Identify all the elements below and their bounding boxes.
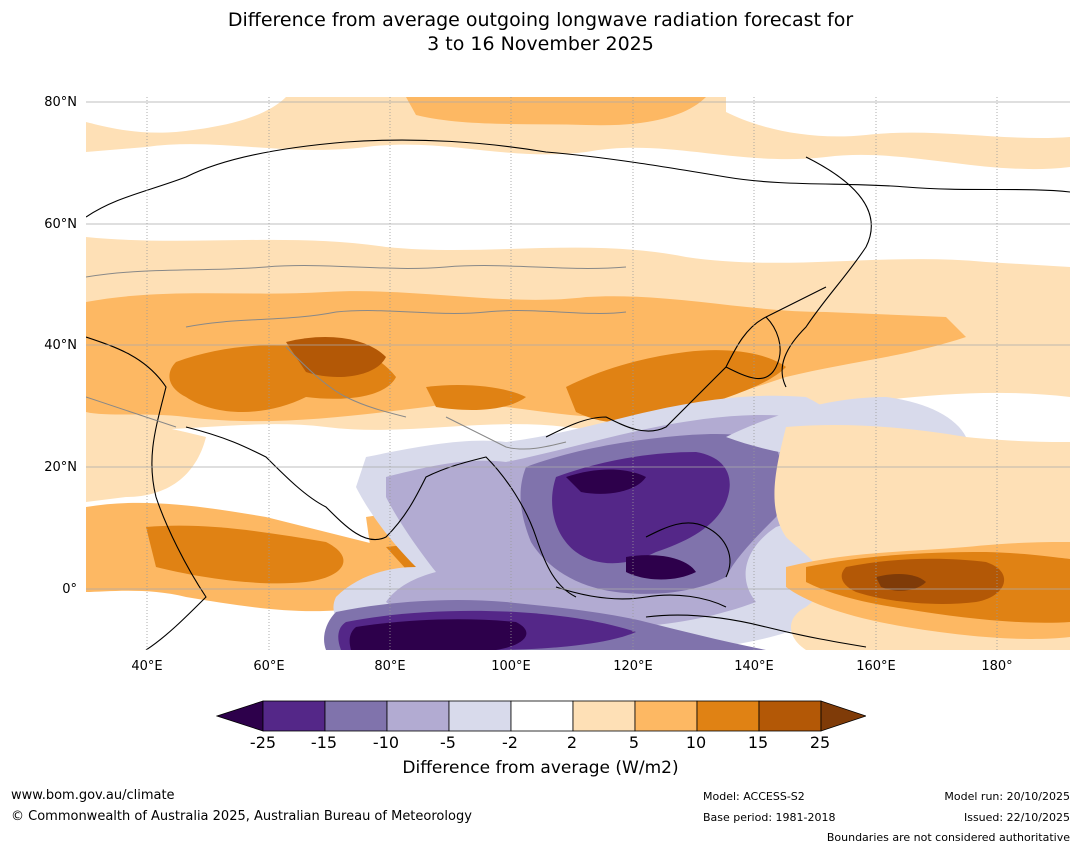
colorbar bbox=[216, 700, 866, 732]
anomaly-region bbox=[566, 350, 786, 424]
anomaly-region bbox=[286, 337, 386, 377]
colorbar-label: Difference from average (W/m2) bbox=[402, 758, 679, 778]
lon-label-40e: 40°E bbox=[131, 659, 163, 674]
anomaly-region bbox=[86, 97, 286, 133]
anomaly-region bbox=[726, 97, 1070, 139]
colorbar-tick: 10 bbox=[685, 733, 707, 752]
lat-label-equator: 0° bbox=[62, 582, 77, 597]
colorbar-cell bbox=[448, 700, 512, 732]
lon-label-180: 180° bbox=[981, 659, 1013, 674]
colorbar-cell bbox=[634, 700, 698, 732]
issued-date: Issued: 22/10/2025 bbox=[963, 811, 1070, 824]
anomaly-region bbox=[236, 163, 386, 202]
colorbar-tick: 25 bbox=[809, 733, 831, 752]
olr-anomaly-map bbox=[86, 97, 1070, 650]
copyright-text: © Commonwealth of Australia 2025, Austra… bbox=[11, 809, 472, 824]
boundaries-disclaimer: Boundaries are not considered authoritat… bbox=[826, 831, 1070, 844]
colorbar-tick: -2 bbox=[502, 733, 518, 752]
colorbar-tick: -25 bbox=[249, 733, 277, 752]
lat-label-20n: 20°N bbox=[44, 460, 77, 475]
title-line-2: 3 to 16 November 2025 bbox=[427, 33, 654, 55]
colorbar-tick: 2 bbox=[566, 733, 578, 752]
title-line-1: Difference from average outgoing longwav… bbox=[227, 9, 854, 31]
lat-label-80n: 80°N bbox=[44, 95, 77, 110]
country-borders bbox=[86, 265, 627, 450]
parallels bbox=[86, 101, 1070, 590]
anomaly-region bbox=[86, 422, 206, 502]
lon-label-140e: 140°E bbox=[734, 659, 774, 674]
anomaly-region bbox=[566, 164, 786, 218]
colorbar-cell bbox=[758, 700, 822, 732]
lat-label-40n: 40°N bbox=[44, 338, 77, 353]
anomaly-region bbox=[406, 97, 706, 126]
colorbar-tick: -15 bbox=[310, 733, 338, 752]
colorbar-extension-high bbox=[820, 700, 866, 732]
colorbar-cell bbox=[696, 700, 760, 732]
colorbar-cell bbox=[324, 700, 388, 732]
colorbar-cell bbox=[510, 700, 574, 732]
colorbar-tick: -5 bbox=[440, 733, 456, 752]
lon-label-80e: 80°E bbox=[374, 659, 406, 674]
anomaly-region bbox=[426, 385, 526, 410]
coastlines bbox=[86, 139, 1070, 650]
colorbar-cell bbox=[262, 700, 326, 732]
anomaly-region bbox=[349, 619, 527, 650]
lon-label-120e: 120°E bbox=[613, 659, 653, 674]
model-name: Model: ACCESS-S2 bbox=[703, 790, 805, 803]
model-run-date: Model run: 20/10/2025 bbox=[944, 790, 1070, 803]
colorbar-tick: -10 bbox=[372, 733, 400, 752]
lat-label-60n: 60°N bbox=[44, 217, 77, 232]
map-title: Difference from average outgoing longwav… bbox=[0, 8, 1081, 56]
base-period: Base period: 1981-2018 bbox=[703, 811, 836, 824]
anomaly-region bbox=[146, 525, 344, 584]
website-link[interactable]: www.bom.gov.au/climate bbox=[11, 788, 175, 803]
lon-label-160e: 160°E bbox=[856, 659, 896, 674]
lon-label-100e: 100°E bbox=[491, 659, 531, 674]
colorbar-tick: 5 bbox=[628, 733, 640, 752]
lon-label-60e: 60°E bbox=[253, 659, 285, 674]
anomaly-region bbox=[566, 469, 646, 494]
map-canvas bbox=[86, 97, 1070, 650]
anomaly-region bbox=[626, 555, 696, 580]
meridians bbox=[146, 97, 998, 650]
colorbar-extension-low bbox=[216, 700, 264, 732]
anomaly-region bbox=[876, 574, 926, 591]
colorbar-cell bbox=[386, 700, 450, 732]
colorbar-cell bbox=[572, 700, 636, 732]
colorbar-tick: 15 bbox=[747, 733, 769, 752]
